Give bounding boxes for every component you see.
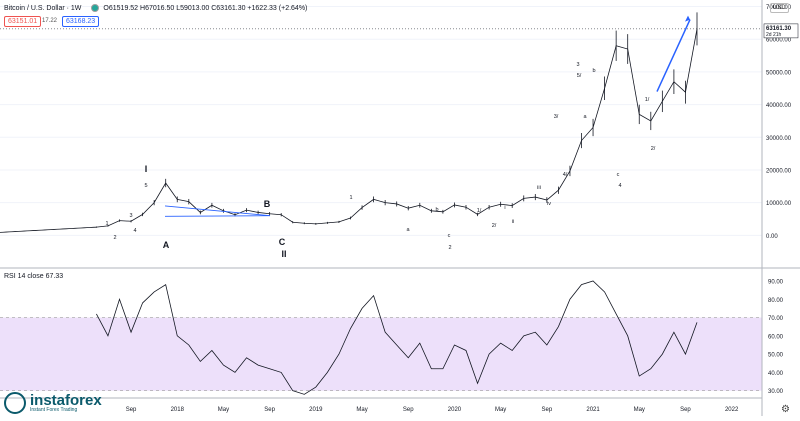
- wave-label: iv: [547, 201, 551, 207]
- wave-label: a: [583, 114, 587, 120]
- wave-label: 1/: [645, 97, 650, 103]
- wave-label: 4: [618, 183, 621, 189]
- rsi-tick-label: 60.00: [768, 334, 784, 340]
- last-price-box: [763, 23, 799, 39]
- wave-label: 2/: [651, 146, 656, 152]
- time-tick-label: Sep: [680, 407, 691, 413]
- wave-label: 5/: [577, 73, 582, 79]
- rsi-line: [96, 280, 698, 395]
- logo-tagline: Instant Forex Trading: [30, 406, 78, 413]
- price-tick-label: 10000.00: [766, 201, 792, 207]
- instaforex-logo: instaforex Instant Forex Trading: [4, 392, 102, 414]
- spread-value: 17.22: [42, 18, 58, 24]
- time-tick-label: 2019: [309, 407, 323, 413]
- price-tick-label: 70000.00: [766, 5, 792, 11]
- wave-label: b: [435, 207, 438, 213]
- time-tick-label: Sep: [126, 407, 137, 413]
- price-tick-label: 40000.00: [766, 103, 792, 109]
- wave-label: ii: [512, 219, 514, 225]
- wave-label: 3: [129, 213, 132, 219]
- wave-label: 1: [105, 221, 108, 227]
- wave-label: 4/: [563, 172, 568, 178]
- last-price-label: 63161.30: [766, 26, 792, 32]
- rsi-tick-label: 70.00: [768, 316, 784, 322]
- wave-label: 2/: [492, 223, 497, 229]
- wave-label: iii: [537, 185, 541, 191]
- wave-label: 4: [133, 228, 136, 234]
- time-tick-label: May: [356, 407, 367, 413]
- wave-label: 3: [576, 62, 579, 68]
- wave-label: 2: [113, 235, 116, 241]
- wave-label: c: [617, 172, 620, 178]
- rsi-band: [0, 317, 762, 391]
- wave-label: II: [281, 249, 286, 259]
- logo-name: instaforex: [30, 391, 102, 409]
- time-tick-label: May: [218, 407, 229, 413]
- sell-price-button[interactable]: 63151.01: [4, 16, 42, 27]
- price-tick-label: 20000.00: [766, 168, 792, 174]
- rsi-tick-label: 40.00: [768, 371, 784, 377]
- time-tick-label: 2020: [448, 407, 462, 413]
- triangle-lower-line: [164, 215, 271, 217]
- currency-selector[interactable]: USD: [770, 3, 789, 13]
- triangle-upper-line: [164, 205, 271, 217]
- symbol-title[interactable]: Bitcoin / U.S. Dollar · 1W: [4, 4, 82, 12]
- wave-label: 3/: [554, 114, 559, 120]
- market-status-icon: [91, 4, 100, 12]
- price-tick-label: 30000.00: [766, 136, 792, 142]
- price-tick-label: 60000.00: [766, 38, 792, 44]
- buy-price-button[interactable]: 63168.23: [62, 16, 100, 27]
- rsi-tick-label: 50.00: [768, 353, 784, 359]
- rsi-indicator-label[interactable]: RSI 14 close 67.33: [4, 273, 64, 280]
- time-tick-label: May: [634, 407, 645, 413]
- projection-arrowhead: [685, 15, 690, 22]
- instaforex-logo-icon: [4, 392, 26, 414]
- rsi-tick-label: 90.00: [768, 279, 784, 285]
- wave-label: I: [145, 164, 148, 174]
- wave-label: 1: [349, 195, 352, 201]
- symbol-header: Bitcoin / U.S. Dollar · 1W O61519.52 H67…: [4, 4, 307, 12]
- time-tick-label: Sep: [403, 407, 414, 413]
- wave-label: b: [592, 68, 595, 74]
- time-tick-label: Sep: [264, 407, 275, 413]
- time-tick-label: Sep: [542, 407, 553, 413]
- rsi-tick-label: 80.00: [768, 298, 784, 304]
- time-tick-label: 2021: [586, 407, 600, 413]
- ohlc-values: O61519.52 H67016.50 L59013.00 C63161.30 …: [103, 4, 308, 12]
- wave-label: a: [406, 227, 410, 233]
- wave-label: B: [264, 199, 271, 209]
- wave-label: 1/: [477, 208, 482, 214]
- price-series-line: [0, 28, 698, 233]
- last-price-timer: 2d 21h: [766, 32, 782, 38]
- rsi-tick-label: 30.00: [768, 389, 784, 395]
- price-tick-label: 0.00: [766, 234, 778, 240]
- wave-label: C: [279, 237, 286, 247]
- projection-arrow: [656, 19, 691, 92]
- wave-label: i: [504, 205, 505, 211]
- wave-label: A: [163, 240, 170, 250]
- time-tick-label: 2022: [725, 407, 739, 413]
- time-tick-label: May: [495, 407, 506, 413]
- settings-gear-icon[interactable]: ⚙: [781, 404, 790, 415]
- time-tick-label: 2018: [171, 407, 185, 413]
- price-tick-label: 50000.00: [766, 70, 792, 76]
- wave-label: c: [448, 233, 451, 239]
- wave-label: 5: [144, 183, 147, 189]
- wave-label: 2: [448, 245, 451, 251]
